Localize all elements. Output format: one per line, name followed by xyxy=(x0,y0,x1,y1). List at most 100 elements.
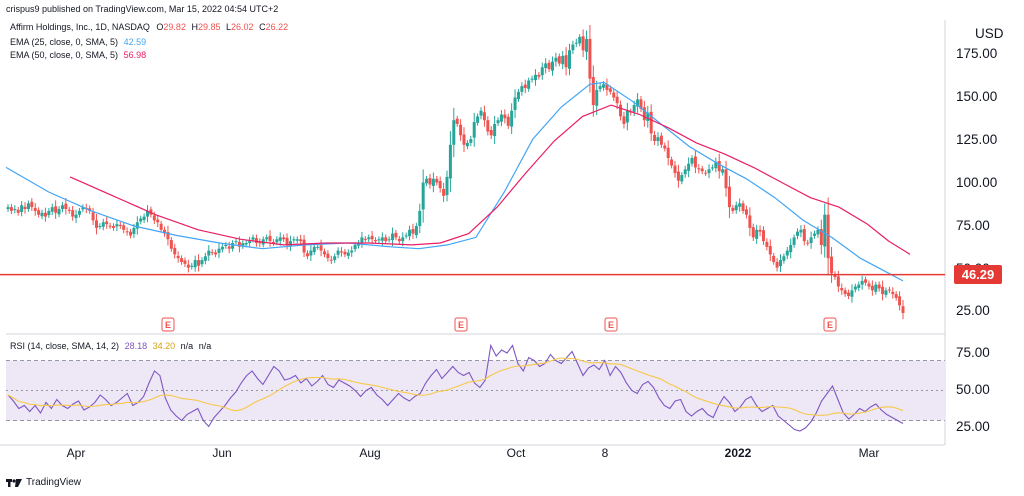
candle-body xyxy=(23,206,27,210)
candle-body xyxy=(700,168,704,172)
candle-body xyxy=(43,212,47,217)
candle-body xyxy=(408,229,412,237)
candle-body xyxy=(554,57,558,62)
candle-body xyxy=(516,91,520,100)
candle-body xyxy=(642,107,646,121)
candle-body xyxy=(768,246,772,255)
candle-body xyxy=(285,237,289,245)
candle-body xyxy=(312,246,316,253)
candle-body xyxy=(819,229,823,245)
candle-body xyxy=(305,253,309,257)
rsi-ma-line[interactable] xyxy=(7,357,904,416)
ema50-line[interactable] xyxy=(69,104,911,255)
candle-body xyxy=(680,175,684,182)
candle-body xyxy=(20,205,24,213)
candle-body xyxy=(30,201,34,208)
candle-body xyxy=(166,232,170,240)
candle-body xyxy=(564,55,568,68)
earnings-marker[interactable]: E xyxy=(823,317,837,332)
candle-body xyxy=(258,242,262,244)
candle-body xyxy=(152,215,156,221)
candle-body xyxy=(197,260,201,266)
candle-body xyxy=(77,210,81,215)
candle-body xyxy=(775,261,779,268)
candle-body xyxy=(421,182,425,210)
candle-body xyxy=(496,120,500,124)
earnings-marker[interactable]: E xyxy=(454,317,468,332)
candle-body xyxy=(506,116,510,126)
candle-body xyxy=(244,243,248,245)
candle-body xyxy=(826,214,830,259)
candle-body xyxy=(653,134,657,141)
rsi-tick: 50.00 xyxy=(956,382,990,397)
price-tick: 25.00 xyxy=(956,303,990,318)
candle-body xyxy=(278,237,282,241)
time-tick: 2022 xyxy=(725,446,752,460)
candle-body xyxy=(693,156,697,168)
candle-body xyxy=(499,114,503,122)
candle-body xyxy=(864,279,868,283)
candle-body xyxy=(489,130,493,136)
candle-body xyxy=(455,118,459,124)
candle-body xyxy=(101,222,105,227)
ema25-line[interactable] xyxy=(5,81,904,282)
candle-body xyxy=(840,288,844,291)
earnings-marker[interactable]: E xyxy=(604,317,618,332)
candle-body xyxy=(625,110,629,123)
candle-body xyxy=(493,123,497,137)
candle-body xyxy=(894,294,898,298)
candle-body xyxy=(479,110,483,116)
candle-body xyxy=(867,283,871,287)
rsi-legend: RSI (14, close, SMA, 14, 2) 28.18 34.20 … xyxy=(10,341,211,351)
candle-body xyxy=(881,286,885,295)
candle-body xyxy=(527,80,531,89)
candle-body xyxy=(462,134,466,145)
candle-body xyxy=(231,243,235,249)
earnings-marker[interactable]: E xyxy=(161,317,175,332)
candle-body xyxy=(316,246,320,248)
candle-body xyxy=(9,207,13,211)
candle-body xyxy=(816,229,820,235)
candle-body xyxy=(146,210,150,217)
candle-body xyxy=(591,77,595,106)
candle-body xyxy=(513,97,517,110)
candle-body xyxy=(40,212,44,217)
candle-body xyxy=(431,178,435,186)
candle-body xyxy=(288,241,292,246)
candle-body xyxy=(537,74,541,77)
candle-body xyxy=(336,250,340,255)
candle-body xyxy=(710,167,714,169)
candle-body xyxy=(135,222,139,229)
earnings-label: E xyxy=(827,320,833,330)
time-axis: Apr Jun Aug Oct 8 2022 Mar xyxy=(67,446,880,460)
candle-body xyxy=(884,290,888,295)
candle-body xyxy=(568,50,572,69)
candle-body xyxy=(220,246,224,250)
candle-body xyxy=(850,290,854,297)
candle-body xyxy=(374,240,378,242)
price-tick: 125.00 xyxy=(956,132,997,147)
price-tick: 100.00 xyxy=(956,175,997,190)
candle-body xyxy=(159,223,163,230)
candle-body xyxy=(530,78,534,80)
candle-body xyxy=(486,120,490,132)
candle-body xyxy=(673,165,677,174)
candle-body xyxy=(268,235,272,242)
candle-body xyxy=(377,239,381,241)
candle-body xyxy=(714,161,718,169)
candle-body xyxy=(619,104,623,117)
candle-body xyxy=(350,250,354,253)
candle-body xyxy=(659,135,663,145)
candle-body xyxy=(248,241,252,244)
candle-body xyxy=(54,206,58,213)
candle-body xyxy=(697,168,701,170)
candle-body xyxy=(656,137,660,141)
candle-body xyxy=(91,212,95,221)
candle-body xyxy=(339,251,343,253)
candle-body xyxy=(683,169,687,175)
candle-body xyxy=(132,227,136,234)
rsi-line[interactable] xyxy=(7,343,904,432)
candle-body xyxy=(186,264,190,268)
candle-body xyxy=(404,235,408,237)
candle-body xyxy=(425,178,429,184)
